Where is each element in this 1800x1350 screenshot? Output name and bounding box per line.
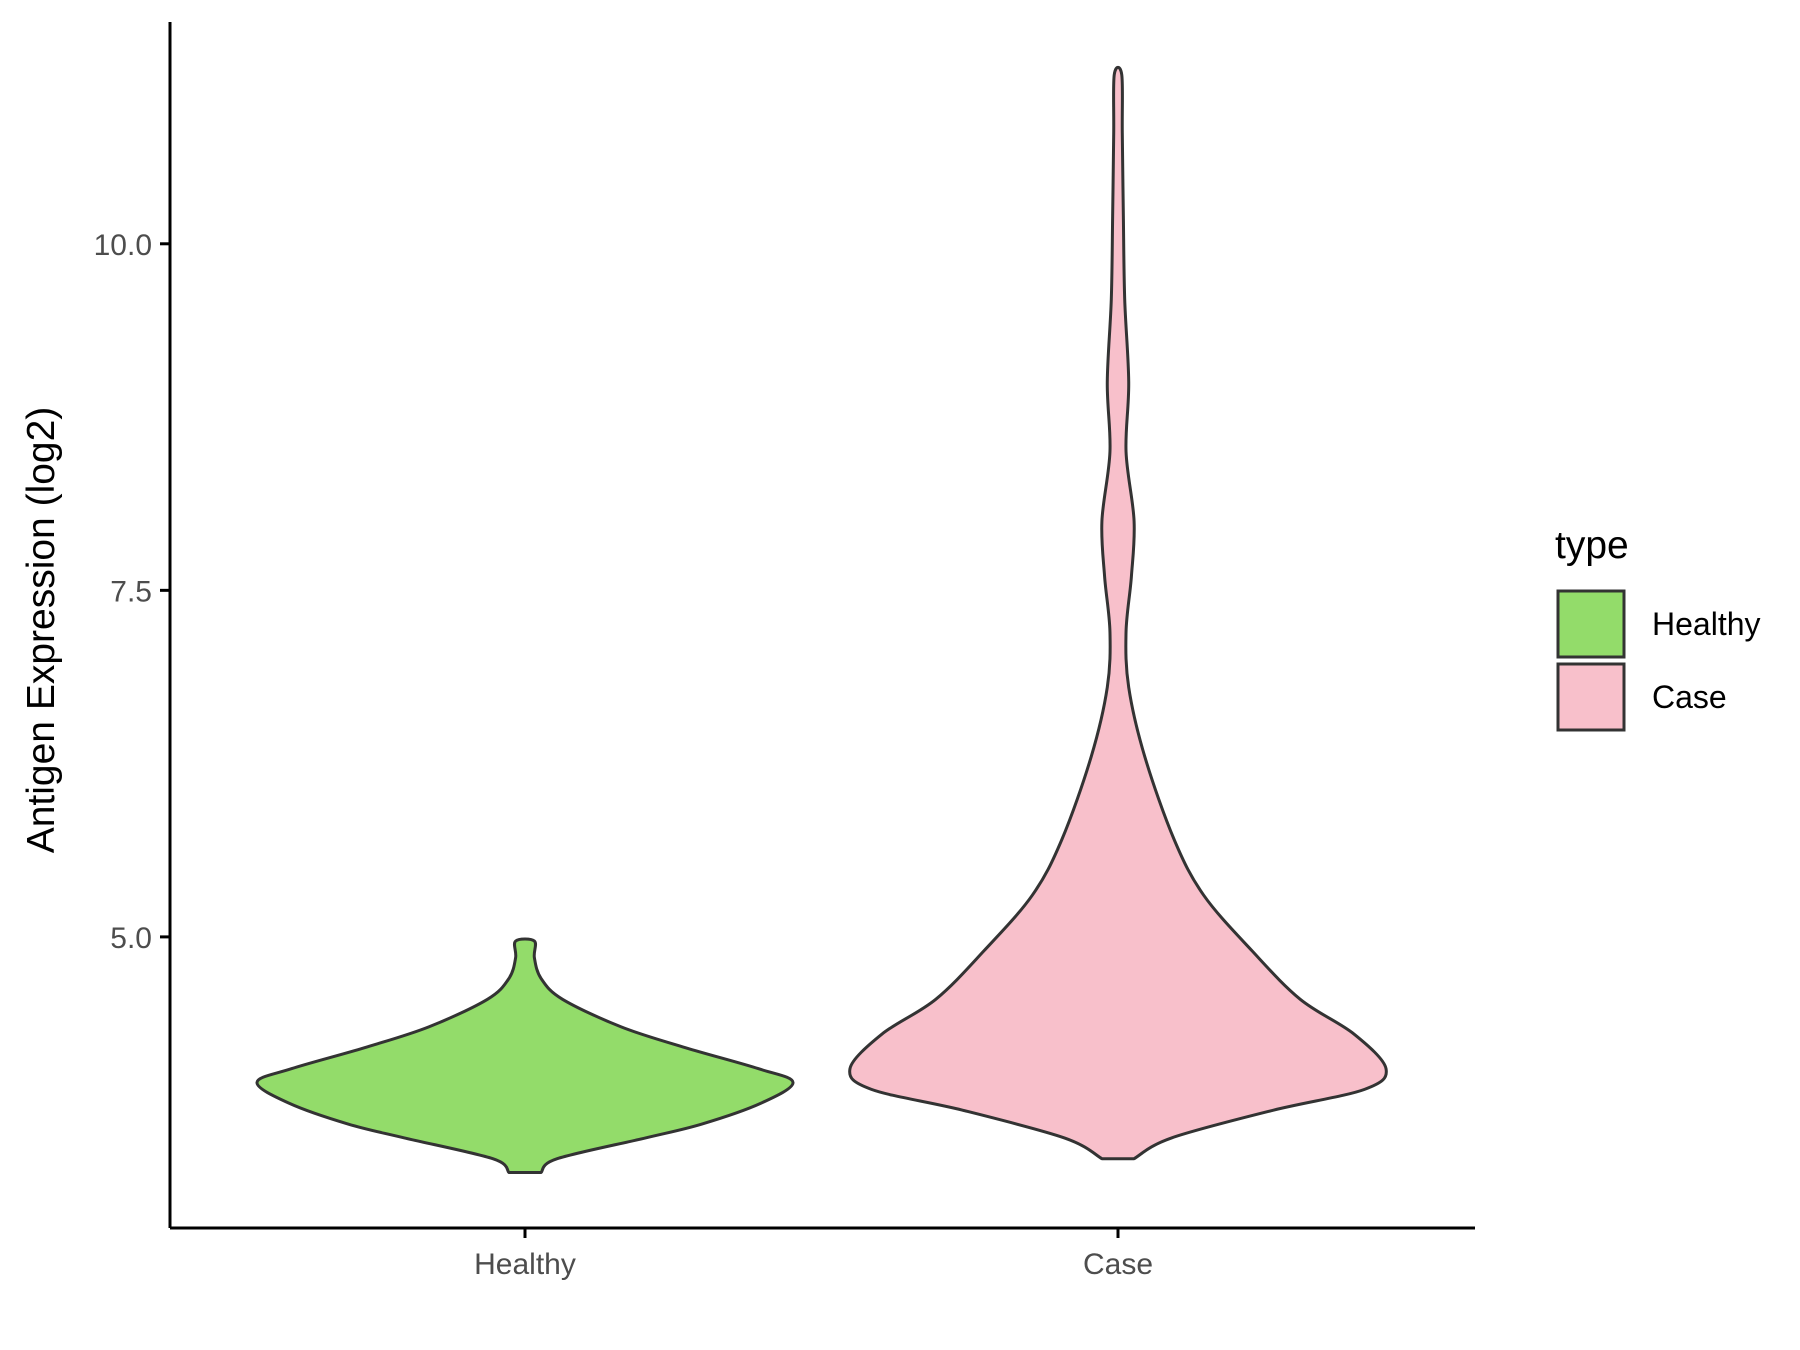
legend-title: type <box>1555 524 1629 567</box>
y-ticks: 5.0 7.5 10.0 <box>94 229 170 955</box>
y-tick-label: 10.0 <box>94 229 152 262</box>
legend-swatch-case <box>1556 662 1626 732</box>
x-tick-label: Healthy <box>474 1248 576 1281</box>
axes <box>168 22 1475 1230</box>
legend-swatch-healthy <box>1556 589 1626 659</box>
y-tick-label: 7.5 <box>110 575 152 608</box>
legend-label-healthy: Healthy <box>1652 606 1761 642</box>
y-tick-label: 5.0 <box>110 922 152 955</box>
violin-healthy <box>255 937 795 1175</box>
legend: type Healthy Case <box>1555 524 1761 732</box>
violin-case <box>848 65 1388 1161</box>
violin-layer <box>255 65 1388 1175</box>
x-tick-label: Case <box>1083 1248 1153 1281</box>
legend-label-case: Case <box>1652 679 1727 715</box>
x-ticks: Healthy Case <box>474 1228 1153 1281</box>
y-axis-title: Antigen Expression (log2) <box>20 407 63 854</box>
